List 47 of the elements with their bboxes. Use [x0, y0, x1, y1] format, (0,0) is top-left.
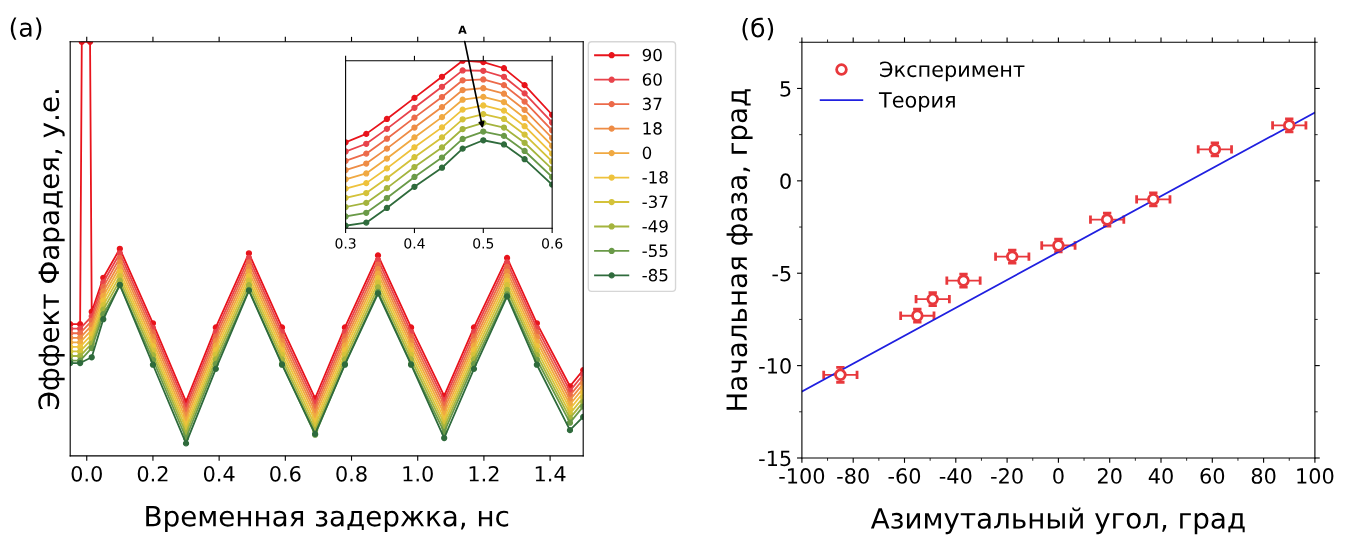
legend-label: Эксперимент — [880, 61, 1025, 82]
x-tick-label: 1.4 — [535, 466, 566, 482]
legend-label: 90 — [642, 48, 662, 62]
x-tick-label: -40 — [939, 468, 972, 484]
x-tick-label: 0.2 — [137, 465, 168, 482]
y-axis-title: Эффект Фарадея, у.е. — [38, 90, 65, 409]
x-tick-label: 0.0 — [71, 465, 102, 482]
y-axis-title: Начальная фаза, град — [726, 89, 753, 410]
annotation: A — [458, 25, 467, 34]
legend-label: -18 — [642, 171, 668, 184]
x-tick-label: 20 — [1097, 468, 1122, 484]
x-tick-label: 40 — [1148, 468, 1173, 484]
legend-label: Теория — [878, 92, 955, 112]
x-tick-label: 0.5 — [473, 238, 494, 249]
x-tick-label: 0.4 — [203, 465, 235, 482]
legend-label: -37 — [642, 195, 668, 209]
legend-label: 60 — [642, 73, 662, 86]
y-tick-label: 0 — [780, 173, 791, 190]
x-tick-label: 80 — [1251, 468, 1276, 484]
x-tick-label: -20 — [991, 468, 1023, 484]
x-tick-label: -80 — [837, 468, 869, 484]
x-tick-label: -100 — [779, 468, 825, 484]
x-tick-label: 0 — [1053, 468, 1064, 484]
legend-label: 37 — [642, 97, 662, 111]
x-axis-title: Азимутальный угол, град — [870, 507, 1245, 535]
y-tick-label: -10 — [759, 358, 791, 374]
x-tick-label: 0.6 — [542, 238, 563, 249]
x-tick-label: 1.0 — [403, 465, 433, 482]
legend-label: 18 — [643, 122, 662, 135]
x-tick-label: 1.2 — [469, 465, 499, 482]
legend-label: 0 — [642, 146, 652, 160]
chart-title: (a) — [10, 17, 42, 40]
x-axis-title: Временная задержка, нс — [146, 506, 509, 533]
y-tick-label: -15 — [759, 450, 791, 467]
x-tick-label: 0.6 — [270, 465, 301, 482]
x-tick-label: 60 — [1200, 468, 1225, 484]
legend-label: -55 — [642, 244, 668, 258]
x-tick-label: 0.4 — [404, 238, 425, 249]
chart-title: (б) — [742, 17, 774, 41]
legend-label: -85 — [642, 268, 668, 282]
y-tick-label: 5 — [780, 81, 791, 97]
x-tick-label: -60 — [888, 468, 921, 484]
x-tick-label: 0.8 — [336, 465, 367, 482]
x-tick-label: 0.3 — [335, 238, 356, 249]
x-tick-label: 100 — [1297, 468, 1334, 484]
legend-label: -49 — [642, 219, 668, 233]
y-tick-label: -5 — [772, 265, 791, 282]
